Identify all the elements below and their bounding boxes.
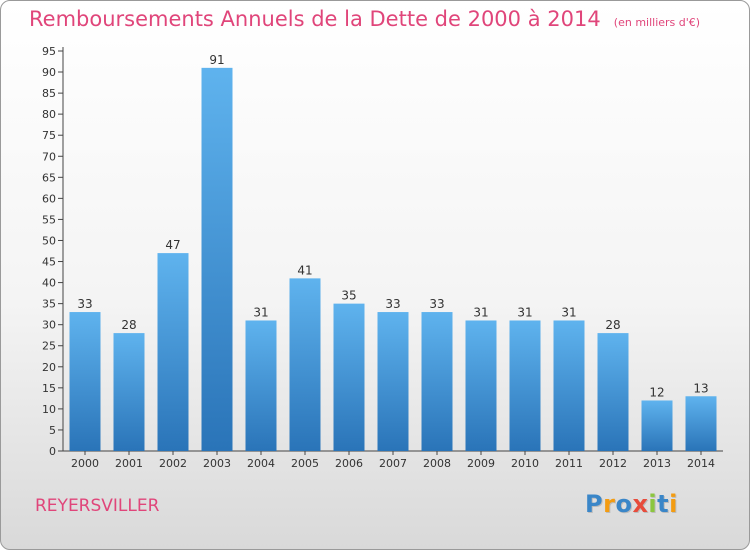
data-label-2001: 28: [121, 318, 136, 332]
proxiti-logo[interactable]: Proxiti: [585, 490, 678, 518]
x-tick-label: 2005: [291, 457, 319, 470]
x-tick-label: 2000: [71, 457, 99, 470]
y-tick-label: 20: [42, 361, 56, 374]
y-tick-label: 85: [42, 87, 56, 100]
data-label-2005: 41: [297, 263, 312, 277]
logo-letter: i: [648, 490, 658, 518]
y-tick-label: 50: [42, 234, 56, 247]
data-label-2014: 13: [693, 381, 708, 395]
x-tick-label: 2010: [511, 457, 539, 470]
logo-letter: i: [669, 490, 678, 518]
data-label-2013: 12: [649, 385, 664, 399]
bar-2000: [69, 312, 101, 451]
data-label-2010: 31: [517, 305, 532, 319]
data-labels: 33 28 47 91 31 41 35 33 33 31 31 31 28 12 13: [77, 53, 708, 400]
x-tick-label: 2011: [555, 457, 583, 470]
y-tick-label: 60: [42, 192, 56, 205]
data-label-2000: 33: [77, 297, 92, 311]
y-tick-label: 65: [42, 171, 56, 184]
bar-2006: [333, 303, 365, 451]
bar-2012: [597, 333, 629, 451]
x-axis: 2000 2001 2002 2003 2004 2005 2006 2007 2008 2009…: [63, 450, 723, 470]
y-tick-label: 75: [42, 129, 56, 142]
x-tick-label: 2014: [687, 457, 715, 470]
bar-2004: [245, 320, 277, 451]
bar-2011: [553, 320, 585, 451]
bar-2009: [465, 320, 497, 451]
logo-letter: r: [603, 490, 616, 518]
y-tick-label: 90: [42, 66, 56, 79]
x-tick-label: 2002: [159, 457, 187, 470]
logo-letter: x: [632, 490, 649, 518]
data-label-2007: 33: [385, 297, 400, 311]
y-tick-label: 55: [42, 213, 56, 226]
bar-2008: [421, 312, 453, 451]
x-tick-label: 2004: [247, 457, 275, 470]
x-tick-label: 2007: [379, 457, 407, 470]
bar-2007: [377, 312, 409, 451]
commune-name: REYERSVILLER: [35, 496, 160, 516]
bar-2003: [201, 67, 233, 451]
chart-title: Remboursements Annuels de la Dette de 20…: [29, 7, 601, 31]
logo-letter: o: [615, 490, 633, 518]
y-tick-label: 40: [42, 277, 56, 290]
x-tick-label: 2001: [115, 457, 143, 470]
logo-letter: P: [585, 490, 604, 518]
bar-2005: [289, 278, 321, 451]
bar-series: [69, 67, 717, 451]
y-axis: 0 5 10 15 20 25 30 35 40 45 50 55 60 65 70 75 80 85 90 95: [42, 45, 64, 458]
x-tick-label: 2009: [467, 457, 495, 470]
data-label-2006: 35: [341, 289, 356, 303]
bar-2010: [509, 320, 541, 451]
y-tick-label: 35: [42, 298, 56, 311]
data-label-2004: 31: [253, 305, 268, 319]
y-tick-label: 95: [42, 45, 56, 58]
logo-letter: t: [657, 490, 670, 518]
y-tick-label: 10: [42, 403, 56, 416]
title-block: Remboursements Annuels de la Dette de 20…: [29, 7, 700, 31]
data-label-2008: 33: [429, 297, 444, 311]
y-tick-label: 80: [42, 108, 56, 121]
y-tick-label: 0: [49, 445, 56, 458]
x-tick-label: 2012: [599, 457, 627, 470]
y-tick-label: 30: [42, 319, 56, 332]
bar-2001: [113, 333, 145, 451]
bar-2002: [157, 253, 189, 451]
x-tick-label: 2006: [335, 457, 363, 470]
y-tick-label: 70: [42, 150, 56, 163]
y-tick-label: 25: [42, 340, 56, 353]
data-label-2003: 91: [209, 53, 224, 67]
y-tick-label: 5: [49, 424, 56, 437]
data-label-2012: 28: [605, 318, 620, 332]
x-tick-label: 2003: [203, 457, 231, 470]
y-tick-label: 45: [42, 256, 56, 269]
y-tick-label: 15: [42, 382, 56, 395]
data-label-2002: 47: [165, 238, 180, 252]
x-tick-label: 2008: [423, 457, 451, 470]
bar-2013: [641, 400, 673, 451]
data-label-2009: 31: [473, 305, 488, 319]
chart-unit-note: (en milliers d'€): [613, 16, 701, 29]
data-label-2011: 31: [561, 305, 576, 319]
bar-2014: [685, 396, 717, 451]
x-tick-label: 2013: [643, 457, 671, 470]
